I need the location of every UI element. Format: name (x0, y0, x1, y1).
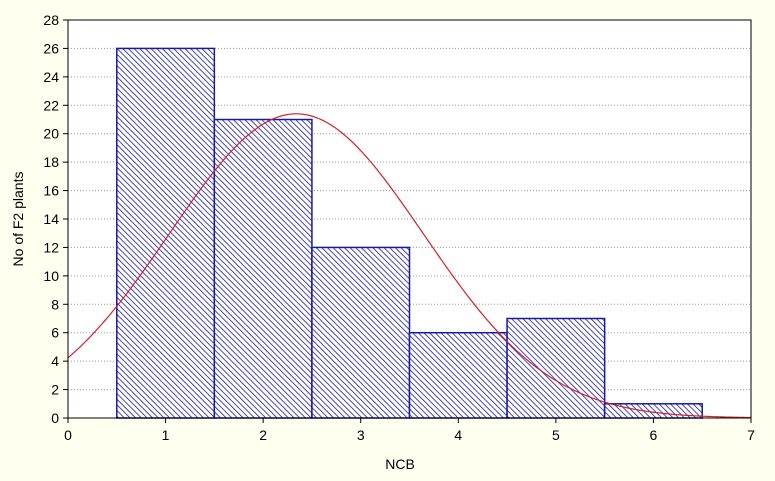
y-tick-label: 20 (43, 126, 59, 142)
y-tick-label: 6 (51, 325, 59, 341)
histogram-bar (506, 317, 606, 419)
y-tick-label: 22 (43, 97, 59, 113)
histogram-bars (116, 47, 703, 419)
y-tick-label: 12 (43, 239, 59, 255)
x-tick-label: 1 (162, 427, 170, 443)
x-tick-label: 0 (64, 427, 72, 443)
x-tick-label: 4 (454, 427, 462, 443)
histogram-bar (408, 331, 508, 419)
x-axis-label: NCB (385, 456, 415, 472)
histogram-bar (311, 246, 411, 419)
y-tick-label: 28 (43, 12, 59, 28)
y-tick-label: 8 (51, 296, 59, 312)
x-tick-label: 3 (357, 427, 365, 443)
histogram-bar (213, 118, 313, 419)
x-tick-label: 2 (259, 427, 267, 443)
y-tick-label: 16 (43, 183, 59, 199)
x-tick-label: 6 (650, 427, 658, 443)
x-tick-label: 7 (747, 427, 755, 443)
y-tick-label: 10 (43, 268, 59, 284)
y-tick-label: 26 (43, 40, 59, 56)
y-tick-label: 0 (51, 410, 59, 426)
y-tick-label: 4 (51, 353, 59, 369)
y-tick-label: 2 (51, 382, 59, 398)
y-tick-label: 24 (43, 69, 59, 85)
x-tick-label: 5 (552, 427, 560, 443)
x-axis-ticks: 0 1 2 3 4 5 6 7 (64, 418, 755, 443)
normal-fit-line (68, 113, 751, 419)
y-tick-label: 14 (43, 211, 59, 227)
y-tick-label: 18 (43, 154, 59, 170)
fitted-curve (68, 113, 751, 419)
y-axis-label: No of F2 plants (10, 172, 26, 267)
histogram-bar (116, 47, 216, 419)
